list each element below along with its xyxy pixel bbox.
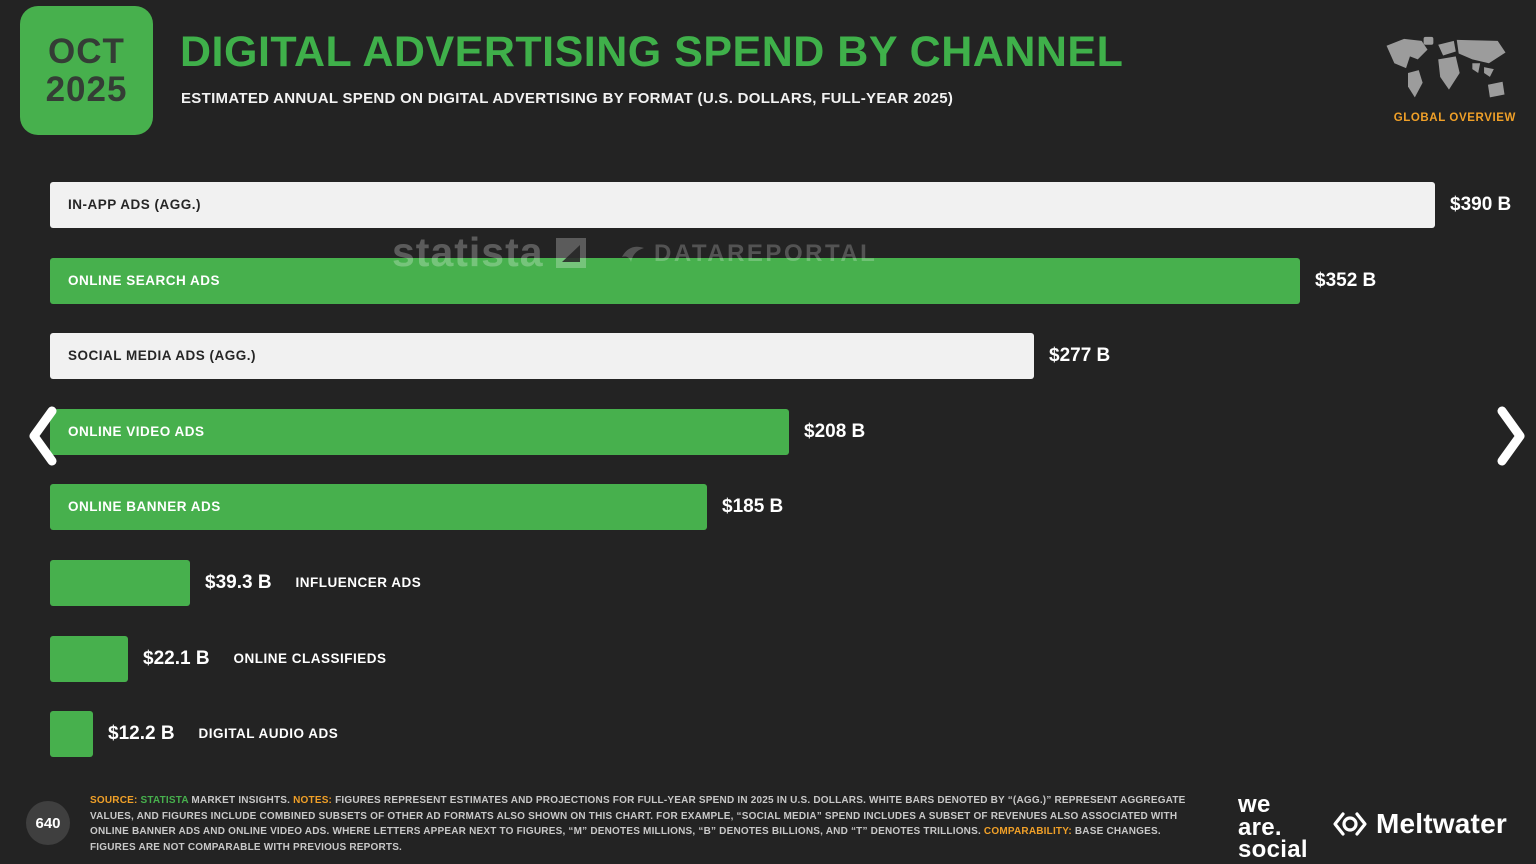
- bar-value: $390 B: [1450, 193, 1512, 215]
- bar-label: IN-APP ADS (AGG.): [68, 197, 202, 212]
- bar-value: $352 B: [1315, 269, 1377, 291]
- bar-label: ONLINE SEARCH ADS: [68, 273, 221, 288]
- bar-online-video-ads: ONLINE VIDEO ADS: [50, 408, 789, 455]
- footer-segment: MARKET INSIGHTS.: [188, 795, 294, 806]
- statista-watermark: statista: [392, 229, 588, 276]
- footer-segment: SOURCE:: [90, 795, 138, 806]
- bar-row-in-app-ads-agg: IN-APP ADS (AGG.) $390 B: [50, 181, 1511, 228]
- next-page-arrow[interactable]: [1494, 405, 1528, 467]
- we-are-social-line: social: [1238, 836, 1308, 864]
- we-are-social-logo: we are. social: [1238, 791, 1308, 864]
- bar-chart: IN-APP ADS (AGG.) $390 B ONLINE SEARCH ADS…: [50, 181, 1511, 761]
- bar-row-online-classifieds: $22.1 B ONLINE CLASSIFIEDS: [50, 635, 387, 682]
- bar-label: INFLUENCER ADS: [295, 575, 422, 590]
- bar-row-influencer-ads: $39.3 B INFLUENCER ADS: [50, 559, 421, 606]
- bar-label: ONLINE VIDEO ADS: [68, 424, 205, 439]
- bar-online-banner-ads: ONLINE BANNER ADS: [50, 483, 707, 530]
- footer-segment: STATISTA: [140, 795, 189, 806]
- we-are-social-line: are.: [1238, 813, 1282, 841]
- bar-online-classifieds: [50, 635, 128, 682]
- datareportal-watermark-text: DATAREPORTAL: [654, 240, 878, 267]
- bar-influencer-ads: [50, 559, 190, 606]
- we-are-social-line: we: [1238, 791, 1271, 818]
- date-year: 2025: [45, 69, 128, 109]
- bar-value: $277 B: [1049, 344, 1111, 366]
- bar-in-app-ads-agg: IN-APP ADS (AGG.): [50, 181, 1435, 228]
- bar-value: $208 B: [804, 420, 866, 442]
- region-label: GLOBAL OVERVIEW: [1393, 112, 1516, 124]
- page-number-badge: 640: [26, 801, 70, 845]
- bar-row-online-banner-ads: ONLINE BANNER ADS $185 B: [50, 483, 783, 530]
- bar-row-digital-audio-ads: $12.2 B DIGITAL AUDIO ADS: [50, 710, 338, 757]
- bar-value: $39.3 B: [205, 571, 272, 593]
- date-badge: OCT 2025: [20, 6, 153, 135]
- world-map-icon: [1378, 34, 1516, 112]
- bar-value: $22.1 B: [143, 647, 210, 669]
- page-title: DIGITAL ADVERTISING SPEND BY CHANNEL: [180, 28, 1124, 76]
- bar-value: $185 B: [722, 495, 784, 517]
- statista-watermark-text: statista: [392, 229, 544, 275]
- bar-row-online-search-ads: ONLINE SEARCH ADS $352 B: [50, 257, 1376, 304]
- page-subtitle: ESTIMATED ANNUAL SPEND ON DIGITAL ADVERT…: [181, 90, 954, 107]
- meltwater-icon: [1333, 812, 1367, 836]
- footer-segment: NOTES:: [293, 795, 333, 806]
- previous-page-arrow[interactable]: [26, 405, 60, 467]
- bar-row-social-media-ads-agg: SOCIAL MEDIA ADS (AGG.) $277 B: [50, 332, 1110, 379]
- bar-row-online-video-ads: ONLINE VIDEO ADS $208 B: [50, 408, 865, 455]
- bar-label: ONLINE BANNER ADS: [68, 499, 221, 514]
- page-number: 640: [35, 814, 61, 832]
- meltwater-wordmark: Meltwater: [1376, 808, 1507, 839]
- footer-segment: BASE CHANGES. FIGURES ARE NOT COMPARABLE…: [90, 826, 1161, 853]
- bar-label: DIGITAL AUDIO ADS: [198, 726, 339, 741]
- datareportal-bird-icon: [622, 246, 644, 262]
- bar-label: ONLINE CLASSIFIEDS: [233, 651, 387, 666]
- datareportal-watermark: DATAREPORTAL: [620, 240, 877, 268]
- source-notes: SOURCE: STATISTA MARKET INSIGHTS. NOTES:…: [90, 793, 1198, 855]
- footer-segment: FIGURES REPRESENT ESTIMATES AND PROJECTI…: [90, 795, 1186, 837]
- date-month: OCT: [48, 31, 125, 71]
- bar-social-media-ads-agg: SOCIAL MEDIA ADS (AGG.): [50, 332, 1034, 379]
- bar-value: $12.2 B: [108, 722, 175, 744]
- bar-digital-audio-ads: [50, 710, 93, 757]
- bar-label: SOCIAL MEDIA ADS (AGG.): [68, 348, 257, 363]
- statista-logo-icon: [555, 237, 586, 268]
- footer-segment: COMPARABILITY:: [983, 826, 1072, 837]
- bar-online-search-ads: ONLINE SEARCH ADS: [50, 257, 1300, 304]
- meltwater-logo: Meltwater: [1330, 806, 1507, 842]
